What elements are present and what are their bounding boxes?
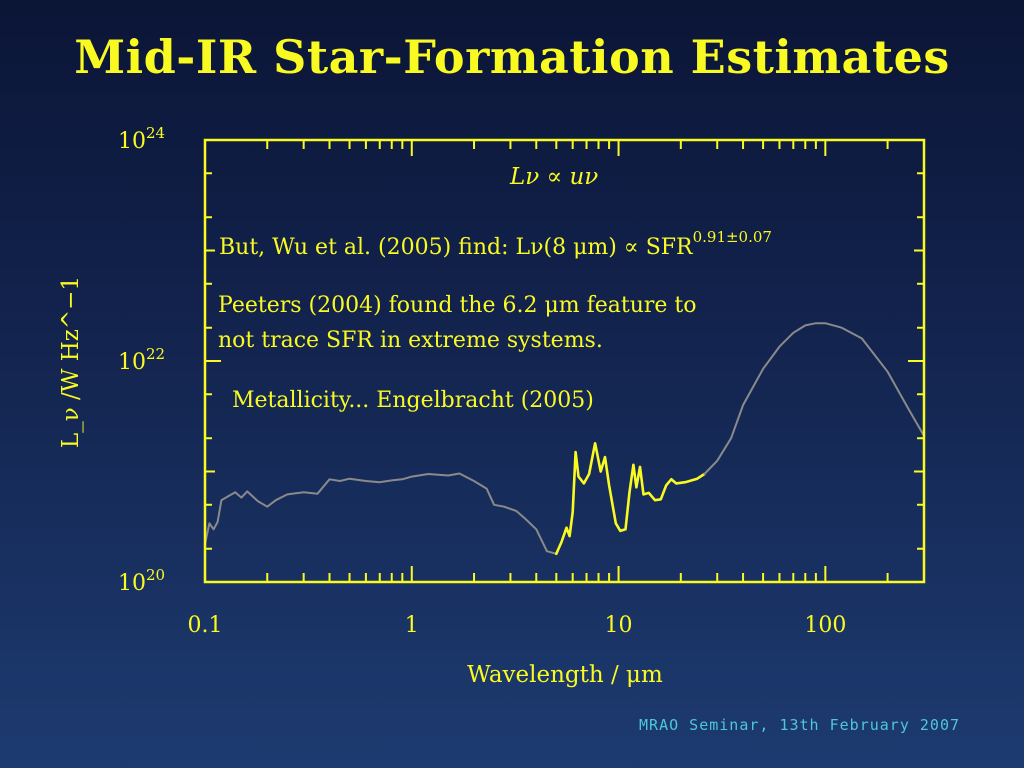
axis-labels: 0.1 1 10 100 1020 1022 1024 — [118, 124, 846, 638]
axis-ticks — [204, 139, 925, 583]
x-axis-label: Wavelength / μm — [467, 662, 663, 688]
y-tick-label: 1024 — [118, 124, 165, 154]
annotation-proportionality: Lν ∝ uν — [509, 164, 598, 190]
footer-text: MRAO Seminar, 13th February 2007 — [639, 716, 960, 734]
sed-curves — [204, 322, 925, 556]
x-tick-label: 0.1 — [188, 613, 223, 638]
annotation-peeters-line1: Peeters (2004) found the 6.2 μm feature … — [218, 293, 697, 318]
annotation-but-wu: But, Wu et al. (2005) find: Lν(8 μm) ∝ S… — [219, 228, 772, 260]
x-tick-label: 1 — [405, 613, 419, 638]
y-axis-label: L_ν /W Hz^−1 — [58, 276, 84, 448]
series-line-grey-2 — [703, 322, 925, 475]
plot-frame — [203, 138, 926, 584]
slide-title: Mid-IR Star-Formation Estimates — [74, 30, 950, 84]
x-tick-label: 10 — [605, 613, 633, 638]
y-tick-label: 1020 — [118, 566, 165, 596]
annotation-peeters-line2: not trace SFR in extreme systems. — [218, 328, 603, 353]
series-line-yellow-1 — [555, 442, 706, 556]
y-tick-label: 1022 — [118, 345, 165, 375]
x-tick-label: 100 — [804, 613, 846, 638]
series-line-grey-0 — [204, 472, 558, 555]
annotation-metallicity: Metallicity... Engelbracht (2005) — [232, 388, 594, 413]
